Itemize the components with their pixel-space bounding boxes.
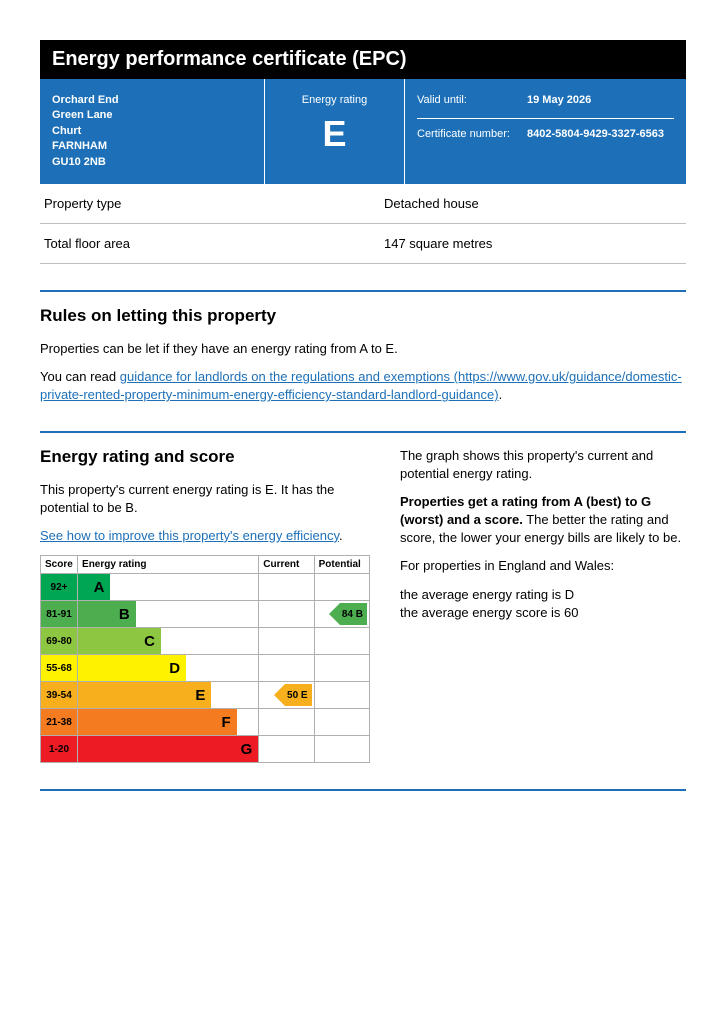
cert-number-label: Certificate number: — [417, 127, 527, 142]
chart-bar: D — [78, 655, 186, 681]
energy-heading: Energy rating and score — [40, 447, 370, 467]
address-line: Green Lane — [52, 108, 252, 123]
chart-bar: A — [78, 574, 110, 600]
chart-bar-cell: B — [78, 601, 259, 628]
chart-potential-cell — [314, 736, 369, 763]
avg-score: the average energy score is 60 — [400, 605, 579, 620]
property-type-label: Property type — [44, 196, 384, 211]
landlord-guidance-link[interactable]: guidance for landlords on the regulation… — [40, 369, 682, 402]
chart-bar-cell: C — [78, 628, 259, 655]
chart-current-cell — [259, 574, 314, 601]
chart-header-potential: Potential — [314, 556, 369, 574]
avg-rating: the average energy rating is D — [400, 587, 574, 602]
chart-score-cell: 81-91 — [41, 601, 78, 628]
cert-number-value: 8402-5804-9429-3327-6563 — [527, 127, 664, 142]
chart-current-cell — [259, 628, 314, 655]
chart-header-rating: Energy rating — [78, 556, 259, 574]
address-line: Orchard End — [52, 93, 252, 108]
text: . — [499, 387, 503, 402]
chart-header-score: Score — [41, 556, 78, 574]
chart-current-cell: 50 E — [259, 682, 314, 709]
chart-score-cell: 69-80 — [41, 628, 78, 655]
chart-current-cell — [259, 736, 314, 763]
section-divider — [40, 431, 686, 433]
rules-heading: Rules on letting this property — [40, 306, 686, 326]
chart-potential-cell — [314, 709, 369, 736]
potential-rating-tag: 84 B — [340, 603, 367, 625]
chart-bar: G — [78, 736, 258, 762]
chart-score-cell: 21-38 — [41, 709, 78, 736]
chart-header-current: Current — [259, 556, 314, 574]
text: . — [339, 528, 343, 543]
chart-bar-cell: F — [78, 709, 259, 736]
floor-area-value: 147 square metres — [384, 236, 492, 251]
rating-letter: E — [277, 112, 392, 155]
address-block: Orchard End Green Lane Churt FARNHAM GU1… — [40, 79, 265, 184]
property-table: Property type Detached house Total floor… — [40, 184, 686, 264]
chart-potential-cell — [314, 574, 369, 601]
chart-current-cell — [259, 601, 314, 628]
chart-potential-cell: 84 B — [314, 601, 369, 628]
chart-current-cell — [259, 655, 314, 682]
chart-score-cell: 55-68 — [41, 655, 78, 682]
rating-explain: Properties get a rating from A (best) to… — [400, 493, 686, 548]
address-line: Churt — [52, 124, 252, 139]
valid-until-label: Valid until: — [417, 93, 527, 108]
energy-rating-chart: Score Energy rating Current Potential 92… — [40, 555, 370, 763]
property-row: Property type Detached house — [40, 184, 686, 224]
property-row: Total floor area 147 square metres — [40, 224, 686, 264]
rules-text: Properties can be let if they have an en… — [40, 340, 686, 358]
address-postcode: GU10 2NB — [52, 155, 252, 170]
rating-label: Energy rating — [277, 93, 392, 108]
cert-info: Valid until: 19 May 2026 Certificate num… — [405, 79, 686, 184]
chart-score-cell: 92+ — [41, 574, 78, 601]
chart-bar-cell: A — [78, 574, 259, 601]
header-box: Orchard End Green Lane Churt FARNHAM GU1… — [40, 79, 686, 184]
graph-caption: The graph shows this property's current … — [400, 447, 686, 483]
chart-bar-cell: D — [78, 655, 259, 682]
text: You can read — [40, 369, 120, 384]
chart-bar-cell: G — [78, 736, 259, 763]
england-wales-note: For properties in England and Wales: — [400, 557, 686, 575]
chart-potential-cell — [314, 628, 369, 655]
chart-current-cell — [259, 709, 314, 736]
averages: the average energy rating is D the avera… — [400, 586, 686, 622]
chart-bar: C — [78, 628, 161, 654]
rules-text-2: You can read guidance for landlords on t… — [40, 368, 686, 404]
chart-score-cell: 39-54 — [41, 682, 78, 709]
chart-potential-cell — [314, 655, 369, 682]
chart-score-cell: 1-20 — [41, 736, 78, 763]
section-divider — [40, 789, 686, 791]
valid-until-value: 19 May 2026 — [527, 93, 591, 108]
improve-efficiency-link[interactable]: See how to improve this property's energ… — [40, 528, 339, 543]
current-rating-tag: 50 E — [285, 684, 312, 706]
energy-summary: This property's current energy rating is… — [40, 481, 370, 517]
section-divider — [40, 290, 686, 292]
page-title: Energy performance certificate (EPC) — [40, 40, 686, 79]
chart-bar: E — [78, 682, 211, 708]
rating-box: Energy rating E — [265, 79, 405, 184]
property-type-value: Detached house — [384, 196, 479, 211]
chart-bar: F — [78, 709, 237, 735]
chart-bar-cell: E — [78, 682, 259, 709]
address-town: FARNHAM — [52, 139, 252, 154]
chart-potential-cell — [314, 682, 369, 709]
floor-area-label: Total floor area — [44, 236, 384, 251]
chart-bar: B — [78, 601, 136, 627]
